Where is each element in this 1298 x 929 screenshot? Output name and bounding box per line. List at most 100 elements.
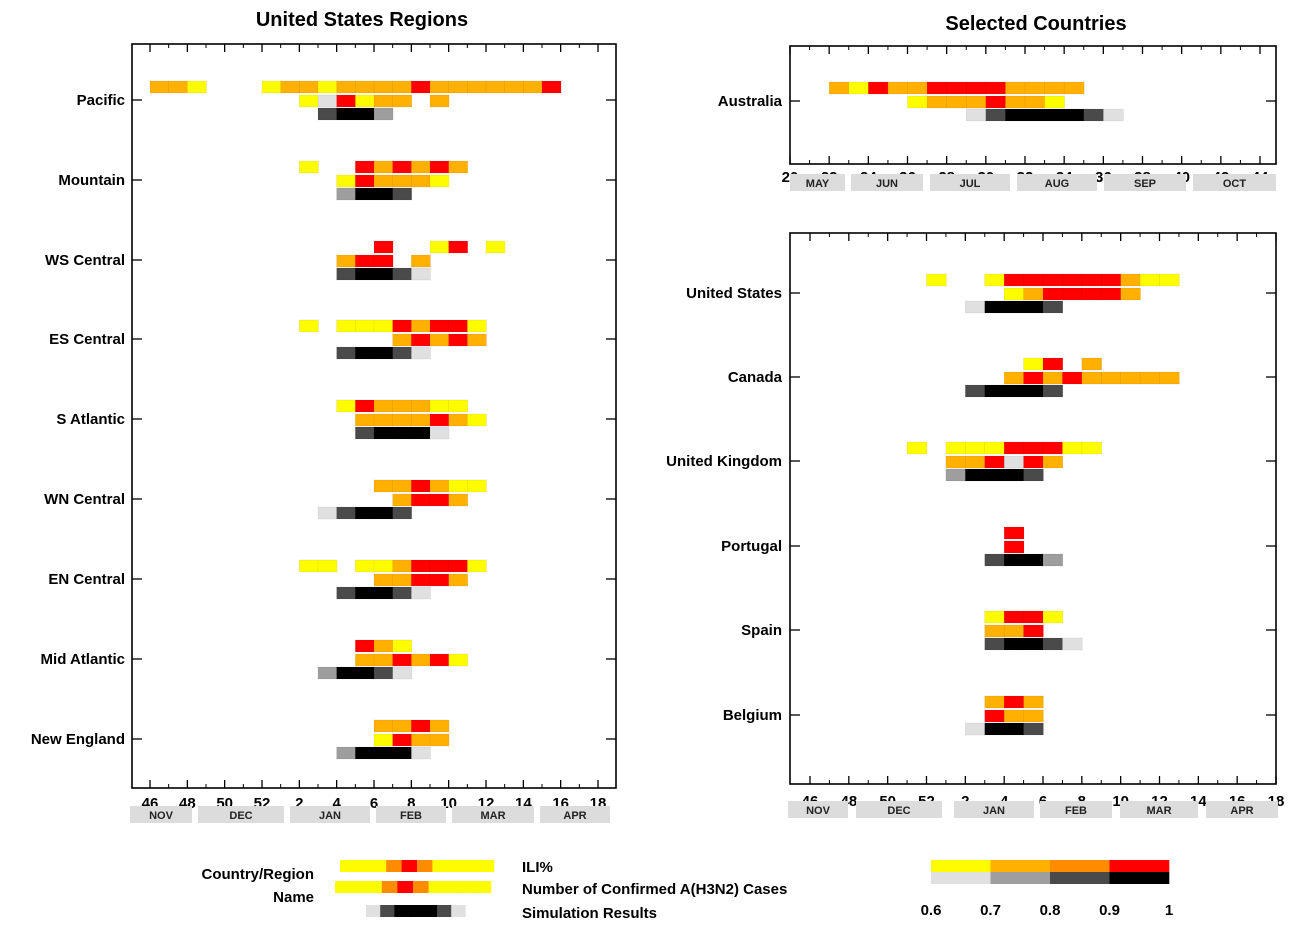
ili-cell	[1042, 441, 1064, 455]
month-label-jan: JAN	[983, 805, 1005, 817]
cases-cell	[1042, 371, 1064, 385]
cases-cell	[448, 493, 468, 507]
ili-cell	[317, 559, 338, 573]
cases-cell	[984, 455, 1005, 469]
legend-sample-cell	[451, 905, 466, 917]
sim-cell	[355, 267, 375, 281]
cases-cell	[1081, 287, 1102, 301]
month-label-jun: JUN	[876, 178, 898, 190]
x-tick-label: 4	[332, 795, 341, 812]
ili-cell	[429, 160, 450, 174]
month-band	[1120, 801, 1198, 818]
ili-cell	[355, 399, 375, 413]
cases-cell	[1101, 287, 1122, 301]
cases-cell	[467, 413, 487, 427]
ili-cell	[411, 479, 431, 493]
sim-cell	[1023, 384, 1044, 398]
cases-cell	[1042, 287, 1064, 301]
cases-cell	[429, 653, 450, 667]
month-band	[452, 806, 534, 823]
ili-cell	[168, 80, 188, 94]
sim-cell	[373, 426, 394, 440]
sim-cell	[373, 746, 394, 760]
month-band	[1206, 801, 1278, 818]
ili-cell	[411, 559, 431, 573]
legend-sample-cell	[444, 881, 461, 893]
sim-cell	[1005, 108, 1026, 122]
sim-cell	[1023, 637, 1044, 651]
ili-cell	[448, 319, 468, 333]
sim-cell	[336, 586, 356, 600]
cases-cell	[429, 733, 450, 747]
sim-cell	[392, 267, 412, 281]
sim-cell	[1083, 108, 1104, 122]
row-label-es-central: ES Central	[49, 331, 125, 348]
scale-cell-gray	[1109, 872, 1170, 884]
cases-cell	[373, 413, 394, 427]
cases-cell	[429, 94, 450, 108]
sim-cell	[355, 746, 375, 760]
ili-cell	[966, 81, 987, 95]
cases-cell	[1003, 709, 1025, 723]
cases-cell	[1023, 371, 1044, 385]
cases-cell	[966, 95, 987, 109]
ili-cell	[411, 719, 431, 733]
ili-cell	[1120, 273, 1141, 287]
ili-cell	[392, 479, 412, 493]
cases-cell	[392, 94, 412, 108]
cases-cell	[429, 573, 450, 587]
ili-cell	[1159, 273, 1180, 287]
sim-cell	[1042, 637, 1064, 651]
cases-cell	[907, 95, 928, 109]
scale-tick-label: 0.9	[1099, 902, 1120, 919]
ili-cell	[1024, 81, 1046, 95]
ili-cell	[467, 319, 487, 333]
sim-cell	[1044, 108, 1065, 122]
sim-cell	[392, 506, 412, 520]
cases-cell	[392, 174, 412, 188]
sim-cell	[355, 107, 375, 121]
ili-cell	[355, 80, 375, 94]
ili-cell	[373, 319, 394, 333]
cases-cell	[355, 413, 375, 427]
legend-sample-cell	[350, 881, 367, 893]
sim-cell	[411, 267, 431, 281]
cases-cell	[429, 174, 450, 188]
ili-cell	[1101, 273, 1122, 287]
cases-cell	[373, 733, 394, 747]
sim-cell	[1023, 722, 1044, 736]
ili-cell	[1003, 695, 1025, 709]
legend-row-label-line2: Name	[273, 889, 314, 906]
cases-cell	[946, 95, 967, 109]
row-label-mountain: Mountain	[58, 172, 125, 189]
ili-cell	[946, 81, 967, 95]
month-label-nov: NOV	[806, 805, 831, 817]
legend-sample-cell	[370, 860, 387, 872]
sim-cell	[965, 300, 986, 314]
cases-cell	[984, 709, 1005, 723]
cases-cell	[1023, 455, 1044, 469]
cases-cell	[985, 95, 1007, 109]
row-label-united-kingdom: United Kingdom	[666, 453, 782, 470]
ili-cell	[429, 240, 450, 254]
ili-cell	[373, 160, 394, 174]
cases-cell	[1005, 95, 1026, 109]
sim-cell	[984, 553, 1005, 567]
sim-cell	[373, 506, 394, 520]
ili-cell	[467, 559, 487, 573]
month-band	[376, 806, 446, 823]
ili-cell	[1062, 273, 1083, 287]
month-band	[954, 801, 1034, 818]
legend-sample-cell	[475, 881, 492, 893]
row-label-s-atlantic: S Atlantic	[56, 411, 125, 428]
month-band	[851, 174, 923, 191]
month-label-nov: NOV	[149, 810, 174, 822]
cases-cell	[411, 733, 431, 747]
ili-cell	[429, 719, 450, 733]
ili-cell	[906, 441, 928, 455]
sim-cell	[1023, 300, 1044, 314]
ili-cell	[448, 479, 468, 493]
sim-cell	[966, 108, 987, 122]
ili-cell	[1023, 357, 1044, 371]
